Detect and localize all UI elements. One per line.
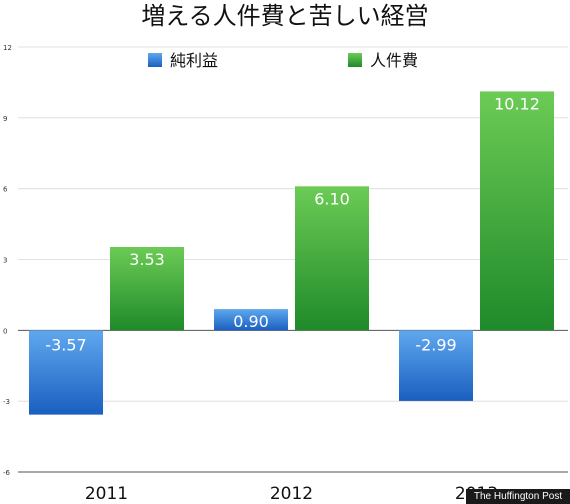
bar-profit-2011 — [29, 330, 103, 415]
x-axis: 201120122013 — [85, 484, 498, 504]
legend-label: 純利益 — [170, 51, 218, 70]
y-tick-label: -3 — [3, 398, 10, 406]
gridlines — [18, 46, 568, 473]
y-tick-label: 3 — [3, 257, 7, 265]
y-tick-label: 0 — [3, 327, 7, 335]
chart-title: 増える人件費と苦しい経営 — [141, 2, 428, 30]
bar-labor-2013 — [480, 91, 554, 331]
legend-swatch — [348, 53, 362, 67]
bar-profit-2012 — [214, 309, 288, 331]
bar-profit-2013 — [399, 330, 473, 401]
data-labels: -3.57 3.53 0.90 6.10 -2.99 10.12 — [45, 94, 540, 354]
bar-labor-2012 — [295, 186, 369, 331]
legend-label: 人件費 — [370, 51, 418, 70]
y-tick-label: 6 — [3, 186, 8, 194]
legend-swatch — [148, 53, 162, 67]
bars — [29, 91, 554, 415]
y-tick-label: 9 — [3, 115, 7, 123]
data-label: 0.90 — [233, 312, 269, 331]
bar-labor-2011 — [110, 246, 184, 331]
x-tick-label: 2012 — [270, 484, 313, 504]
y-tick-label: 12 — [3, 44, 12, 52]
data-label: -3.57 — [45, 335, 86, 354]
y-tick-label: -6 — [3, 469, 11, 477]
x-tick-label: 2011 — [85, 484, 128, 504]
data-label: 3.53 — [129, 250, 165, 269]
data-label: 10.12 — [494, 94, 540, 113]
y-axis: 12 9 6 3 0 -3 -6 — [3, 44, 12, 477]
legend: 純利益 人件費 — [148, 51, 418, 70]
credit-badge: The Huffington Post — [466, 489, 570, 504]
data-label: -2.99 — [415, 335, 456, 354]
data-label: 6.10 — [314, 189, 350, 208]
